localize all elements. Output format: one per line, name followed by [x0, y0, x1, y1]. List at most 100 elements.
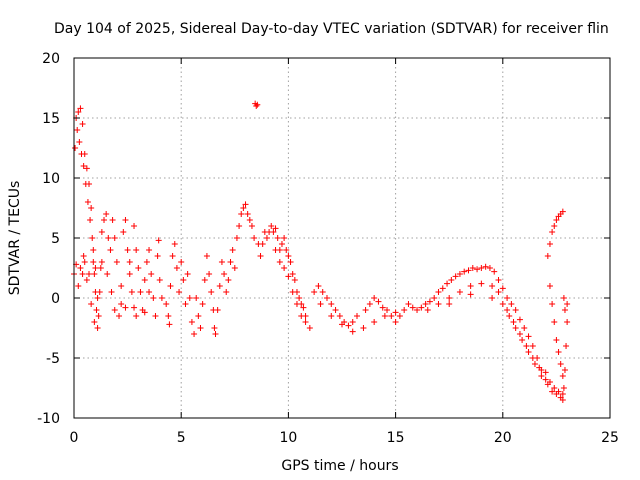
data-point — [154, 253, 161, 259]
data-point — [521, 325, 528, 331]
data-point — [446, 301, 453, 307]
data-point — [141, 277, 148, 283]
data-point — [272, 247, 279, 253]
data-point — [538, 373, 545, 379]
data-point — [93, 307, 100, 313]
data-point — [371, 295, 378, 301]
data-point — [211, 325, 218, 331]
data-point — [178, 259, 185, 265]
data-point — [108, 289, 115, 295]
data-point — [469, 265, 476, 271]
y-tick-labels: -10 -5 0 5 10 15 20 — [37, 51, 60, 427]
data-point — [155, 237, 162, 244]
data-point — [231, 265, 238, 271]
data-point — [499, 285, 506, 292]
data-point — [446, 295, 453, 301]
data-point — [508, 301, 515, 307]
data-point — [253, 103, 260, 109]
data-point — [551, 385, 558, 391]
data-point — [88, 205, 95, 211]
data-point — [285, 273, 292, 280]
data-point — [242, 201, 249, 208]
data-point — [180, 277, 187, 283]
data-point — [504, 295, 511, 301]
data-point — [384, 307, 391, 313]
data-point — [227, 259, 234, 265]
data-point — [96, 289, 103, 295]
data-point — [544, 253, 551, 259]
data-point — [392, 319, 399, 325]
data-point — [375, 298, 382, 305]
data-point — [95, 313, 102, 319]
data-point — [146, 247, 153, 253]
data-point — [251, 235, 258, 241]
data-point — [323, 295, 330, 301]
data-point — [156, 277, 163, 283]
data-point — [354, 313, 361, 319]
data-point — [546, 241, 553, 247]
data-point — [448, 277, 455, 283]
data-point — [549, 388, 556, 395]
data-point — [319, 289, 326, 295]
data-point — [311, 289, 318, 295]
data-point — [306, 325, 313, 331]
data-point — [90, 247, 97, 253]
data-point — [371, 319, 378, 325]
data-point — [92, 265, 99, 271]
data-point — [223, 289, 230, 295]
data-point — [512, 307, 519, 313]
data-point — [158, 295, 165, 301]
data-point — [236, 223, 243, 229]
data-point — [489, 295, 496, 301]
data-point — [542, 369, 549, 376]
y-tick-label: -5 — [46, 351, 60, 367]
data-point — [163, 301, 170, 307]
y-tick-label: 0 — [51, 291, 60, 307]
x-tick-label: 10 — [279, 430, 297, 446]
data-point — [83, 165, 90, 172]
data-point — [111, 235, 118, 241]
data-point — [212, 331, 219, 337]
data-point — [152, 313, 159, 319]
data-points — [71, 100, 571, 403]
data-point — [272, 225, 279, 232]
data-point — [148, 271, 155, 277]
data-point — [169, 253, 176, 259]
data-point — [531, 361, 538, 367]
data-point — [549, 301, 556, 307]
y-axis-label: SDTVAR / TECUs — [7, 181, 23, 296]
data-point — [439, 285, 446, 292]
data-point — [111, 307, 118, 313]
data-point — [126, 259, 133, 265]
data-point — [248, 223, 255, 229]
data-point — [244, 211, 251, 217]
data-point — [553, 337, 560, 343]
data-point — [133, 313, 140, 319]
data-point — [546, 283, 553, 289]
data-point — [435, 301, 442, 307]
data-point — [193, 295, 200, 301]
data-point — [79, 271, 86, 277]
x-tick-label: 20 — [494, 430, 512, 446]
data-point — [478, 265, 485, 271]
data-point — [208, 289, 215, 295]
data-point — [109, 217, 116, 223]
data-point — [116, 313, 123, 319]
data-point — [315, 283, 322, 289]
data-point — [474, 266, 481, 273]
data-point — [118, 283, 125, 289]
data-point — [349, 319, 356, 325]
data-point — [431, 295, 438, 301]
chart-title: Day 104 of 2025, Sidereal Day-to-day VTE… — [54, 21, 609, 37]
data-point — [113, 259, 120, 265]
data-point — [274, 235, 281, 241]
data-point — [287, 259, 294, 265]
data-point — [499, 301, 506, 307]
data-point — [332, 307, 339, 313]
data-point — [506, 313, 513, 319]
data-point — [171, 241, 178, 247]
data-point — [105, 235, 112, 241]
data-point — [197, 325, 204, 331]
